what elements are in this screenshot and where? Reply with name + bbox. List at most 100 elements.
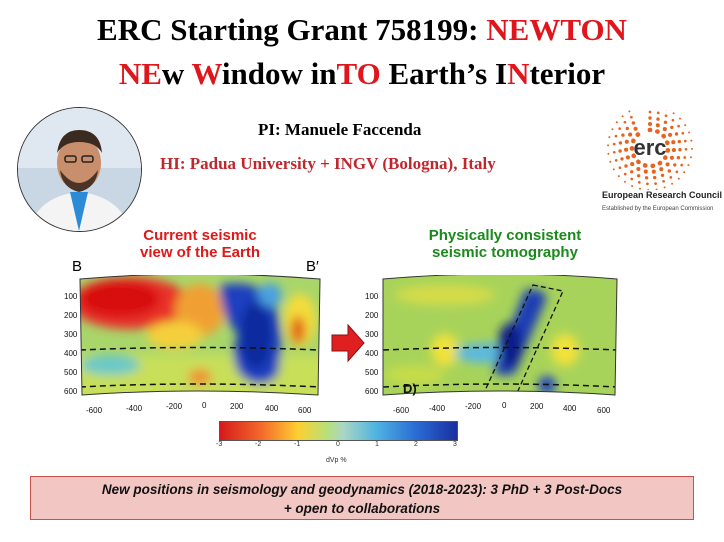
erc-logo-dot [678,148,682,152]
erc-logo-dot [664,140,670,146]
erc-logo-text: erc [633,135,666,160]
t2-seg: W [191,56,222,91]
title-line-1: ERC Starting Grant 758199: NEWTON [0,12,724,48]
erc-logo-dot [625,126,629,131]
erc-logo-dot [690,156,692,159]
erc-logo-subtitle: Established by the European Commission [602,206,714,212]
erc-logo-dot [681,131,685,135]
erc-logo-name: European Research Council [602,190,723,200]
x-tick-label: 0 [502,401,507,410]
colorbar-tick: -2 [255,441,262,448]
y-tick-label: 400 [365,349,379,358]
erc-logo-dot [657,160,663,166]
erc-logo-dot [676,156,681,160]
erc-logo-dot [653,175,657,180]
erc-logo-dot [662,127,667,132]
erc-logo-dot [621,133,625,137]
x-tick-label: -400 [126,404,143,413]
x-tick-label: 400 [563,404,577,413]
erc-logo-dot [656,117,660,121]
x-tick-label: -600 [393,406,410,415]
t2-seg: Earth’s I [380,56,508,91]
colorbar-tick: 0 [336,441,340,448]
x-tick-label: 200 [230,402,244,411]
t2-seg: NE [118,56,162,91]
erc-logo-dot [672,112,675,115]
erc-logo-dot [668,132,673,137]
erc-logo-dot [662,155,668,160]
right-panel-label: Physically consistent seismic tomography [428,227,582,261]
erc-logo-dot [675,170,679,174]
erc-logo-dot [630,115,633,119]
erc-logo-dot [670,125,674,130]
y-tick-label: 300 [64,330,78,339]
erc-logo-dot [663,120,668,124]
erc-logo-dot [635,132,641,138]
erc-logo-dot [674,132,679,136]
erc-logo-dot [636,159,641,165]
y-tick-label: 400 [64,349,78,358]
erc-logo-dot [648,110,652,114]
erc-logo-dot [618,141,623,145]
erc-logo-dot [690,139,693,142]
x-tick-label: 400 [265,404,279,413]
erc-logo-dot [661,133,666,139]
erc-logo: erc [600,105,720,220]
erc-logo-dot [663,186,666,189]
erc-logo-dot [630,170,634,174]
erc-logo-dot [612,150,616,154]
erc-logo-dot [631,153,637,159]
erc-logo-dot [687,164,690,167]
erc-logo-dot [683,171,686,174]
erc-logo-dot [677,124,680,128]
erc-logo-dot [647,127,653,133]
erc-logo-dot [615,121,618,124]
erc-logo-dot [624,180,626,183]
erc-logo-dot [669,155,674,160]
erc-logo-dot [612,168,615,171]
t2-seg: N [507,56,530,91]
erc-logo-dot [637,174,641,178]
erc-logo-dot [629,146,635,151]
erc-logo-dot [662,179,665,183]
section-start-letter: B [72,258,83,275]
section-end-letter: B′ [306,258,319,275]
erc-logo-dot [679,117,681,120]
erc-logo-dot [608,136,611,139]
title-line-2: NEw Window inTO Earth’s INterior [0,56,724,92]
title-plain: ERC Starting Grant 758199: [97,12,487,47]
erc-logo-dot [677,177,680,180]
t2-seg: TO [336,56,381,91]
erc-logo-dot [665,162,670,167]
erc-logo-dot [671,148,676,153]
erc-logo-dot [655,129,660,134]
erc-logo-dot [625,155,630,160]
left-panel-label: Current seismic view of the Earth [139,227,261,261]
erc-logo-dot [647,121,653,127]
y-tick-label: 600 [365,387,379,396]
pi-portrait-photo [17,107,142,232]
colorbar-tick: -1 [294,441,301,448]
erc-logo-dot [643,169,648,174]
x-tick-label: 0 [202,401,207,410]
y-tick-label: 200 [365,311,379,320]
colorbar-tick: 3 [453,441,457,448]
erc-logo-dot [683,156,687,159]
banner-line-2: + open to collaborations [283,501,441,516]
erc-logo-dot [628,110,631,113]
erc-logo-dot [617,175,620,178]
erc-logo-dot [648,116,652,120]
erc-logo-dot [630,177,634,181]
consistent-tomography-map: 100 200 300 400 500 600 -600 -400 -200 0… [365,275,618,415]
erc-logo-dot [614,159,618,162]
erc-logo-dot [650,163,656,169]
erc-logo-dot [623,120,627,124]
t2-seg: indow in [221,56,337,91]
erc-logo-center [634,132,666,164]
erc-logo-dot [671,140,676,145]
erc-logo-dot [646,182,649,186]
erc-logo-dot [691,147,693,150]
erc-logo-dot [614,134,618,138]
erc-logo-dot [623,172,627,176]
erc-logo-dot [637,181,641,184]
